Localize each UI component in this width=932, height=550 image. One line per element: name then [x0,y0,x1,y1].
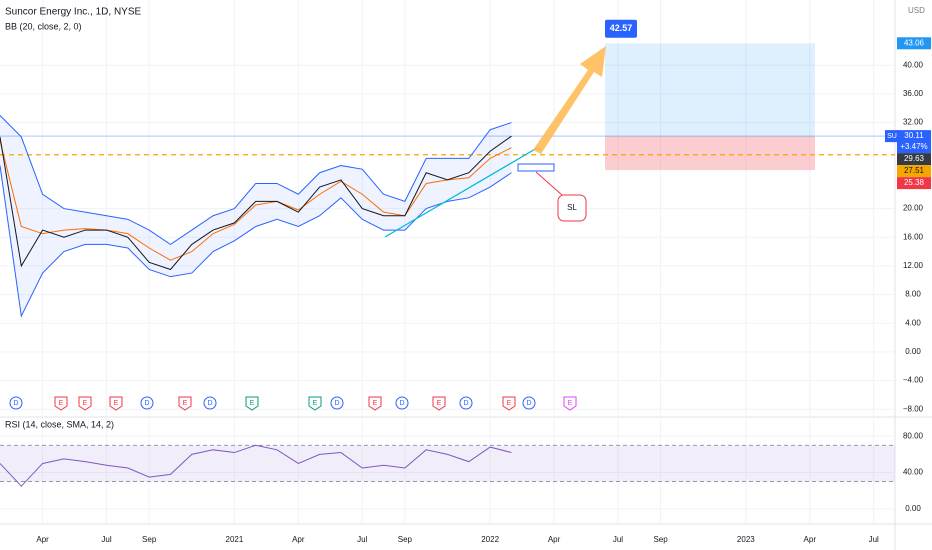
y-tick-label: −8.00 [903,404,924,413]
event-marker [308,396,322,411]
event-label: D [207,400,212,407]
x-tick-label: Jul [869,535,879,544]
event-marker [9,396,23,410]
event-label: D [334,400,339,407]
sl-box [517,163,555,172]
callout-label: 42.57 [610,23,633,33]
bb-fill [0,115,512,317]
y-tick-label: 32.00 [903,118,924,127]
target-label: 43.06 [904,38,925,47]
event-label: E [83,400,88,407]
x-tick-label: Sep [398,535,413,544]
event-marker [563,396,577,411]
event-label: D [13,400,18,407]
sl-pointer [535,171,563,196]
series-line [0,140,512,261]
series-line [0,165,512,318]
marks [0,43,895,487]
y-tick-label: 16.00 [903,232,924,241]
level-label-bg [897,177,931,190]
x-tick-label: Jul [357,535,367,544]
y-tick-label: 0.00 [905,347,921,356]
rsi-band [0,445,895,482]
event-label: E [313,400,318,407]
y-tick-label: 80.00 [903,431,924,440]
event-label: E [507,400,512,407]
event-label: D [144,400,149,407]
event-label: E [373,400,378,407]
target-label-bg [897,37,931,50]
x-tick-label: Jul [101,535,111,544]
x-tick-label: Sep [142,535,157,544]
rsi-label: RSI (14, close, SMA, 14, 2) [5,419,114,429]
event-marker [395,396,409,410]
event-marker [502,396,516,411]
y-tick-label: 8.00 [905,290,921,299]
x-tick-label: Apr [804,535,817,544]
event-marker [459,396,473,410]
stop-zone [605,136,815,171]
event-marker [178,396,192,411]
target-zone [605,43,815,137]
event-marker [432,396,446,411]
event-marker [109,396,123,411]
event-label: E [59,400,64,407]
event-marker [78,396,92,411]
change-label: +3.47% [900,142,927,151]
x-tick-label: Apr [548,535,561,544]
currency: USD [908,6,925,15]
x-tick-label: Apr [292,535,305,544]
series-line [0,135,512,271]
y-tick-label: 12.00 [903,261,924,270]
event-label: D [526,400,531,407]
trend-line [384,147,538,238]
event-marker [330,396,344,410]
level-label-bg [897,153,931,166]
event-marker [522,396,536,410]
event-label: E [250,400,255,407]
event-marker [245,396,259,411]
event-label: E [183,400,188,407]
event-label: E [568,400,573,407]
y-tick-label: 0.00 [905,504,921,513]
chart-title: Suncor Energy Inc., 1D, NYSE [5,7,142,18]
symbol-bg [885,130,899,143]
event-label: D [399,400,404,407]
y-tick-label: −4.00 [903,376,924,385]
y-tick-label: 20.00 [903,204,924,213]
level-label: 25.38 [904,178,925,187]
event-label: E [437,400,442,407]
y-tick-label: 36.00 [903,89,924,98]
arrow [533,46,606,154]
x-tick-label: 2021 [226,535,244,544]
level-label: 29.63 [904,154,925,163]
y-tick-label: 40.00 [903,468,924,477]
series-line [0,115,512,246]
x-tick-label: 2022 [481,535,499,544]
event-marker [54,396,68,411]
sl-note: SL [567,203,577,212]
event-marker [368,396,382,411]
event-label: D [463,400,468,407]
indicator-label: BB (20, close, 2, 0) [5,21,82,31]
event-marker [140,396,154,410]
y-tick-label: 40.00 [903,60,924,69]
last-price-label: 30.11 [904,131,924,140]
x-tick-label: Apr [36,535,49,544]
event-marker [203,396,217,410]
event-label: E [114,400,119,407]
level-label-bg [897,165,931,178]
series-line [0,444,512,487]
x-tick-label: 2023 [737,535,755,544]
x-tick-label: Sep [653,535,668,544]
last-bg [897,130,931,154]
symbol-label: SU [887,133,897,140]
x-tick-label: Jul [613,535,623,544]
sl-note-box [557,194,587,222]
y-tick-label: 4.00 [905,318,921,327]
level-label: 27.51 [904,166,925,175]
callout-box [605,19,637,38]
